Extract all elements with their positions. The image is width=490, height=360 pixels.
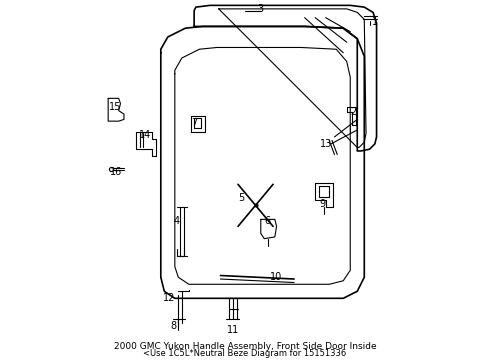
Text: 2: 2 xyxy=(351,107,357,117)
Text: 13: 13 xyxy=(319,139,332,149)
Text: 15: 15 xyxy=(109,102,122,112)
Text: 7: 7 xyxy=(191,118,197,128)
Text: 14: 14 xyxy=(139,130,151,140)
Text: 6: 6 xyxy=(265,216,271,226)
Text: 1: 1 xyxy=(372,17,378,27)
Text: 8: 8 xyxy=(170,321,176,332)
Text: 12: 12 xyxy=(163,293,176,303)
Text: 2000 GMC Yukon Handle Assembly, Front Side Door Inside: 2000 GMC Yukon Handle Assembly, Front Si… xyxy=(114,342,376,351)
Text: 4: 4 xyxy=(173,216,180,226)
Text: 10: 10 xyxy=(270,272,283,282)
Text: 16: 16 xyxy=(110,167,122,177)
Text: 5: 5 xyxy=(238,193,245,203)
Text: 3: 3 xyxy=(258,4,264,14)
Text: 9: 9 xyxy=(319,199,325,208)
Text: <Use 1C5L*Neutral Beze Diagram for 15151336: <Use 1C5L*Neutral Beze Diagram for 15151… xyxy=(144,349,346,358)
Text: 11: 11 xyxy=(226,325,239,335)
